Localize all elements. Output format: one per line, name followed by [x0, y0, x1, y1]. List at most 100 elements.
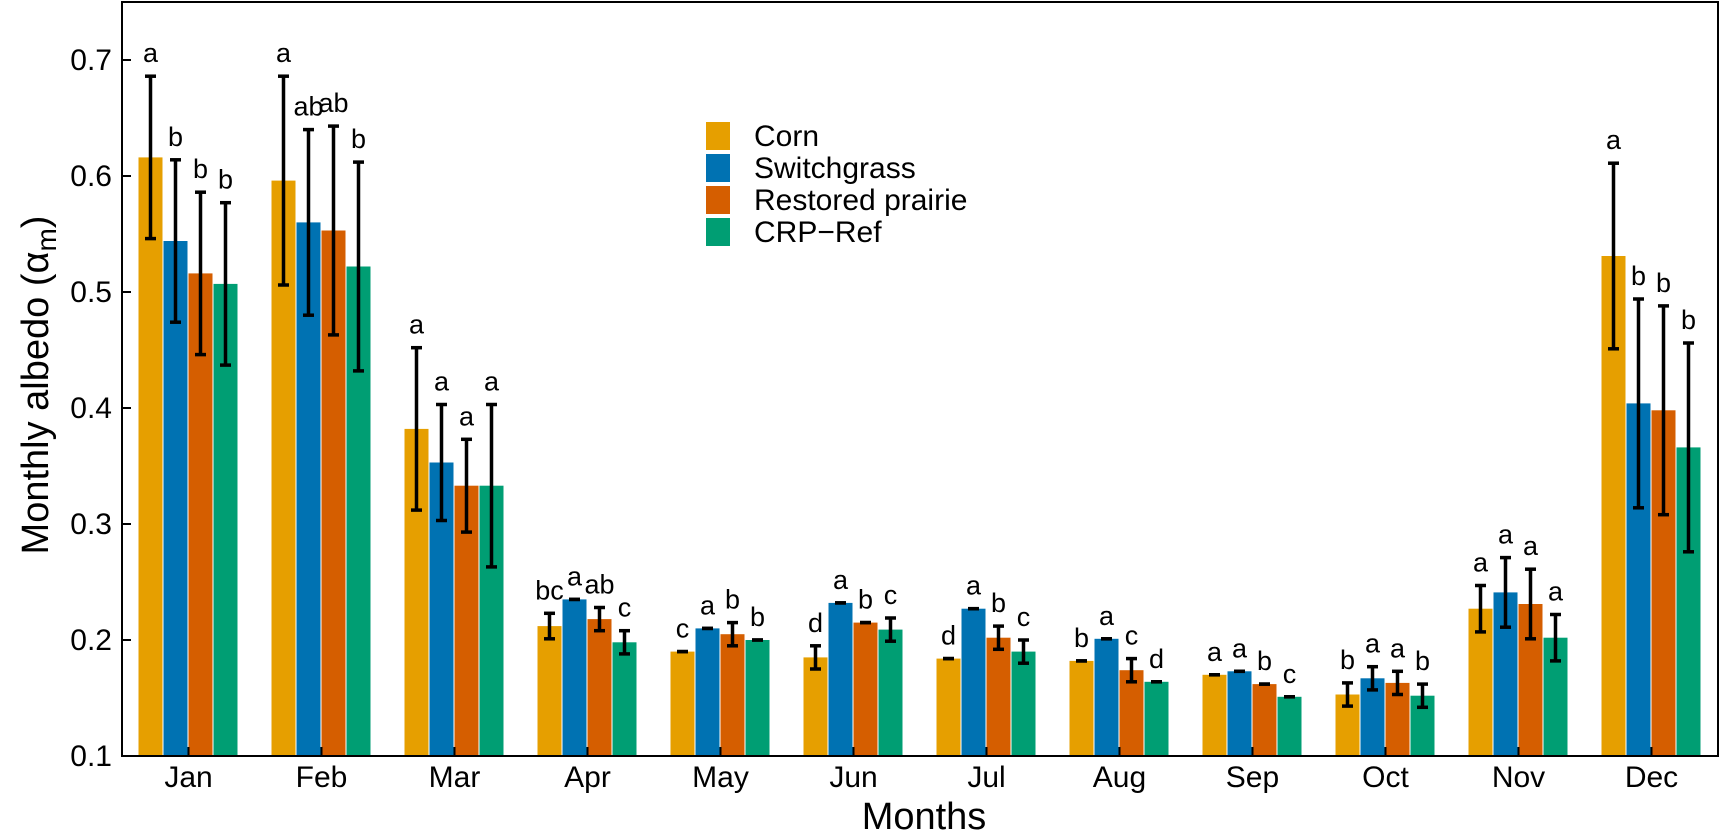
significance-letter-apr-3: c — [618, 593, 632, 623]
significance-letter-jul-2: b — [991, 588, 1006, 618]
error-bar-jan-3 — [220, 200, 231, 367]
significance-letter-sep-3: c — [1283, 659, 1297, 689]
error-bar-feb-3 — [353, 160, 364, 373]
error-bar-mar-0 — [411, 345, 422, 512]
significance-letter-oct-0: b — [1340, 645, 1355, 675]
x-axis-title: Months — [862, 796, 987, 832]
error-bar-feb-2 — [328, 124, 339, 337]
y-axis-ticks: 0.1 0.2 0.3 0.4 0.5 0.6 0.7 — [70, 44, 131, 773]
significance-letter-mar-2: a — [459, 401, 475, 431]
significance-letter-sep-0: a — [1207, 637, 1223, 667]
significance-letter-mar-3: a — [484, 367, 500, 397]
significance-letter-jul-1: a — [966, 571, 982, 601]
bar-jul-3 — [1011, 651, 1036, 756]
significance-letter-may-0: c — [676, 614, 690, 644]
y-axis-title-subscript: m — [31, 228, 62, 251]
significance-letter-mar-0: a — [409, 310, 425, 340]
error-bar-nov-2 — [1525, 567, 1536, 641]
y-tick-label: 0.3 — [70, 508, 112, 541]
bar-aug-3 — [1144, 681, 1169, 756]
significance-letter-jun-0: d — [808, 608, 823, 638]
legend-label: Restored prairie — [754, 184, 967, 217]
significance-letter-sep-2: b — [1257, 646, 1272, 676]
error-bar-apr-2 — [594, 605, 605, 633]
significance-letter-dec-2: b — [1656, 268, 1671, 298]
significance-letter-feb-1: ab — [293, 92, 323, 122]
legend-swatch — [706, 218, 730, 246]
y-tick-label: 0.4 — [70, 392, 112, 425]
significance-letter-jan-0: a — [143, 38, 159, 68]
legend-swatch — [706, 154, 730, 182]
x-tick-label-apr: Apr — [564, 761, 611, 794]
bar-apr-3 — [612, 642, 637, 756]
bar-sep-2 — [1252, 684, 1277, 756]
y-tick-label: 0.6 — [70, 160, 112, 193]
significance-letter-jan-1: b — [168, 122, 183, 152]
bar-may-2 — [720, 634, 745, 756]
error-bar-jun-0 — [810, 644, 821, 671]
bar-jun-3 — [878, 629, 903, 756]
significance-letter-nov-1: a — [1498, 520, 1514, 550]
significance-letter-may-3: b — [750, 602, 765, 632]
error-bar-apr-3 — [619, 628, 630, 656]
significance-letter-feb-0: a — [276, 38, 292, 68]
error-bar-nov-1 — [1500, 555, 1511, 629]
significance-letter-aug-3: d — [1149, 644, 1164, 674]
error-bar-nov-3 — [1550, 612, 1561, 663]
bar-jan-0 — [138, 157, 163, 756]
legend-swatch — [706, 122, 730, 150]
significance-letter-jun-3: c — [884, 580, 898, 610]
error-bar-jan-1 — [170, 158, 181, 324]
error-bar-dec-3 — [1683, 341, 1694, 554]
bar-apr-1 — [562, 599, 587, 756]
bar-aug-1 — [1094, 638, 1119, 756]
y-tick-label: 0.7 — [70, 44, 112, 77]
error-bar-feb-1 — [303, 127, 314, 317]
y-axis-title: Monthly albedo (αm) — [15, 216, 62, 555]
significance-letter-feb-2: ab — [318, 88, 348, 118]
significance-letter-dec-0: a — [1606, 125, 1622, 155]
bar-sep-1 — [1227, 671, 1252, 756]
plot-frame — [121, 1, 1719, 757]
x-tick-label-jun: Jun — [829, 761, 877, 794]
significance-letter-jun-1: a — [833, 565, 849, 595]
significance-letter-mar-1: a — [434, 367, 450, 397]
significance-letter-dec-1: b — [1631, 261, 1646, 291]
legend-label: CRP−Ref — [754, 216, 882, 249]
significance-letter-oct-3: b — [1415, 646, 1430, 676]
error-bar-feb-0 — [278, 74, 289, 287]
significance-letter-apr-1: a — [567, 561, 583, 591]
x-tick-label-aug: Aug — [1093, 761, 1146, 794]
significance-letter-nov-0: a — [1473, 548, 1489, 578]
bar-may-3 — [745, 640, 770, 756]
y-tick-label: 0.5 — [70, 276, 112, 309]
legend-item-3: CRP−Ref — [706, 216, 882, 249]
bar-sep-3 — [1277, 696, 1302, 756]
legend-label: Corn — [754, 120, 819, 153]
significance-letter-jan-2: b — [193, 154, 208, 184]
bar-may-0 — [670, 651, 695, 756]
error-bar-oct-2 — [1392, 669, 1403, 697]
bar-jun-0 — [803, 657, 828, 756]
x-tick-label-sep: Sep — [1226, 761, 1279, 794]
significance-letter-jul-0: d — [941, 621, 956, 651]
x-axis-ticks: Jan Feb Mar Apr May Jun Jul Aug Sep Oct Nov Dec — [164, 747, 1678, 794]
significance-letter-oct-2: a — [1390, 633, 1406, 663]
y-tick-label: 0.1 — [70, 740, 112, 773]
significance-letter-may-1: a — [700, 590, 716, 620]
significance-letter-apr-2: ab — [584, 570, 614, 600]
error-bar-apr-0 — [544, 611, 555, 641]
x-tick-label-may: May — [692, 761, 749, 794]
bar-jan-1 — [163, 241, 188, 756]
y-axis-title-suffix: ) — [15, 216, 57, 229]
x-tick-label-oct: Oct — [1362, 761, 1409, 794]
error-bar-dec-0 — [1608, 161, 1619, 351]
x-tick-label-dec: Dec — [1625, 761, 1678, 794]
significance-letter-sep-1: a — [1232, 633, 1248, 663]
legend-swatch — [706, 186, 730, 214]
legend-item-2: Restored prairie — [706, 184, 967, 217]
significance-letter-dec-3: b — [1681, 305, 1696, 335]
